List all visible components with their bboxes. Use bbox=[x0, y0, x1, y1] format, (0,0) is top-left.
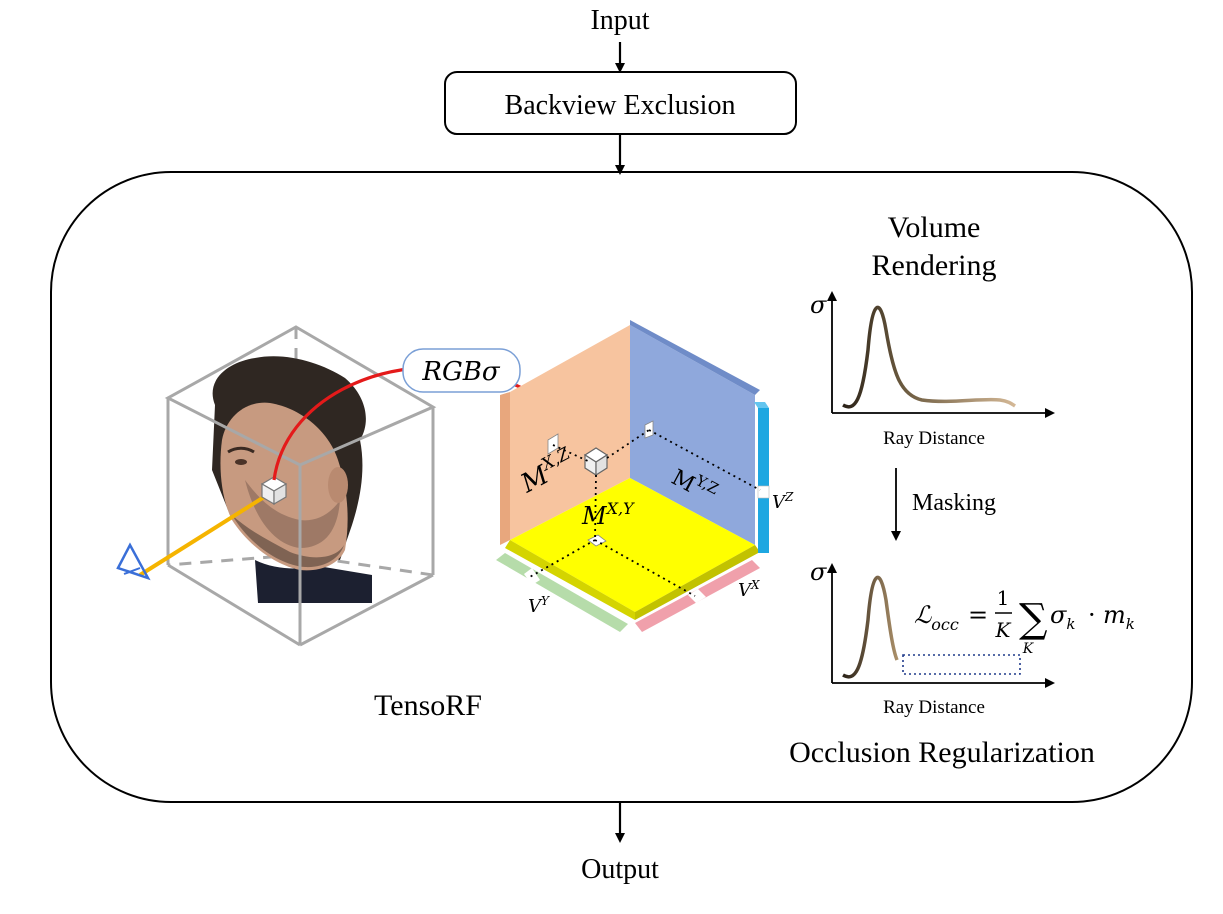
vr-density-curve bbox=[842, 305, 1016, 409]
occlusion-regularization-label: Occlusion Regularization bbox=[789, 736, 1095, 769]
rgb-sigma-label: RGBσ bbox=[421, 357, 500, 387]
occ-x-axis-label: Ray Distance bbox=[883, 697, 985, 718]
bounding-cube-front bbox=[164, 325, 437, 647]
backview-exclusion-box: Backview Exclusion bbox=[444, 71, 797, 135]
tensor-decomposition bbox=[496, 320, 770, 632]
vr-y-axis-label: σ bbox=[810, 291, 827, 319]
view-ray bbox=[138, 490, 274, 577]
svg-text:K: K bbox=[1022, 641, 1035, 657]
svg-text:·: · bbox=[1088, 601, 1096, 629]
label-vz: VZ bbox=[772, 490, 794, 513]
sample-voxel bbox=[260, 476, 288, 506]
rgb-sigma-bubble: RGBσ bbox=[402, 348, 521, 393]
volume-rendering-plot: σ Ray Distance bbox=[810, 291, 1055, 449]
input-label: Input bbox=[590, 5, 649, 36]
plane-mxy bbox=[510, 478, 755, 612]
volume-rendering-title-1: Volume bbox=[888, 211, 981, 244]
occ-density-curve bbox=[842, 575, 899, 679]
svg-text:K: K bbox=[995, 618, 1012, 642]
svg-text:ℒocc: ℒocc bbox=[914, 601, 959, 634]
label-vy: VY bbox=[528, 594, 550, 617]
masking-label: Masking bbox=[912, 490, 996, 516]
svg-text:1: 1 bbox=[997, 586, 1010, 610]
label-mxy: MX,Y bbox=[581, 499, 635, 530]
label-vx: VX bbox=[738, 578, 760, 601]
occ-mask-region bbox=[902, 654, 1021, 675]
svg-text:σk: σk bbox=[1050, 601, 1075, 633]
plane-mxz bbox=[510, 325, 630, 540]
eye-icon bbox=[116, 542, 151, 581]
backview-exclusion-label: Backview Exclusion bbox=[505, 90, 736, 121]
head-image bbox=[212, 356, 372, 603]
main-container bbox=[50, 171, 1193, 803]
occlusion-plot: σ Ray Distance bbox=[810, 558, 1055, 718]
plane-myz bbox=[630, 325, 755, 545]
vector-vz bbox=[758, 408, 769, 553]
vr-x-axis-label: Ray Distance bbox=[883, 428, 985, 449]
tensorf-label: TensoRF bbox=[374, 689, 482, 722]
svg-text:∑: ∑ bbox=[1019, 596, 1048, 642]
svg-text:=: = bbox=[968, 601, 988, 629]
volume-rendering-title-2: Rendering bbox=[872, 249, 997, 282]
output-label: Output bbox=[581, 854, 659, 885]
occlusion-loss-equation: ℒocc = 1 K ∑ K σk · mk bbox=[914, 586, 1135, 657]
svg-text:mk: mk bbox=[1103, 601, 1135, 633]
occ-y-axis-label: σ bbox=[810, 558, 827, 586]
